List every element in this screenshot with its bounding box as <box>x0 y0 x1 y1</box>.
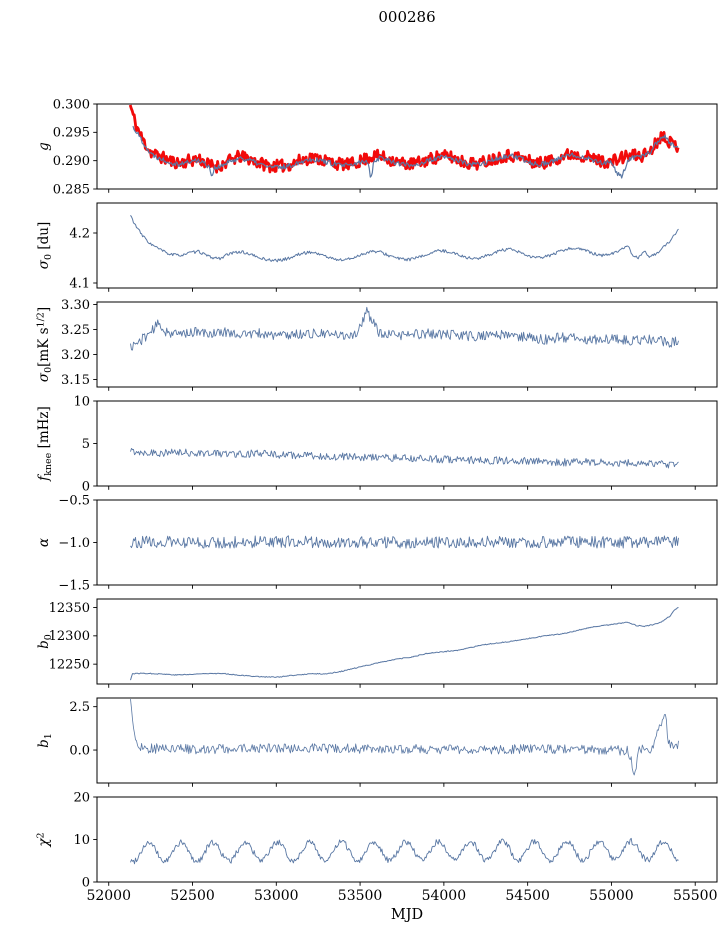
y-tick-label: 12300 <box>49 629 90 644</box>
panel-g-data <box>128 104 680 179</box>
chart-title: 000286 <box>378 8 436 26</box>
y-tick-label: 12250 <box>49 657 90 672</box>
panel-alpha-data <box>130 535 679 549</box>
y-tick-label: 5 <box>82 437 90 452</box>
series-chi2-blue <box>130 837 679 865</box>
panel-sigma0_du: 4.1 4.2 σ0 [du] <box>36 202 718 292</box>
x-axis-label: MJD <box>391 907 423 923</box>
x-tick-label: 53500 <box>338 888 383 904</box>
x-tick-label: 52000 <box>86 888 131 904</box>
panel-sigma0_du-data <box>130 215 679 263</box>
y-tick-label: 20 <box>73 790 90 805</box>
y-tick-label: −1.0 <box>58 536 90 551</box>
y-tick-label: 4.2 <box>69 226 90 241</box>
y-tick-label: 0.285 <box>53 182 90 197</box>
y-tick-label: 0.300 <box>53 97 90 112</box>
series-g-red <box>128 104 680 174</box>
y-tick-label: 0 <box>82 479 90 494</box>
panel-alpha: −1.5 −1.0 −0.5 α <box>36 493 718 593</box>
y-tick-label: −0.5 <box>58 493 90 508</box>
y-axis-label-f_knee: fknee [mHz] <box>36 406 54 482</box>
series-sigma0_du-blue <box>130 215 679 263</box>
y-tick-label: 12350 <box>49 601 90 616</box>
y-tick-label: 10 <box>73 833 90 848</box>
panel-g-frame <box>96 103 718 190</box>
y-tick-label: 0.295 <box>53 126 90 141</box>
y-tick-label: 3.25 <box>61 323 90 338</box>
series-alpha-blue <box>130 535 679 549</box>
x-tick-label: 54000 <box>422 888 467 904</box>
panel-chi2-data <box>130 837 679 865</box>
panel-sigma0_mK-frame <box>96 301 718 388</box>
panel-sigma0_mK: 3.15 3.20 3.25 3.30 σ0[mK s1/2] <box>36 298 718 391</box>
y-tick-label: 0.290 <box>53 154 90 169</box>
y-tick-label: −1.5 <box>58 578 90 593</box>
y-axis-label-g: g <box>36 142 52 151</box>
panel-b1-data <box>130 699 679 776</box>
y-tick-label: 3.30 <box>61 298 90 313</box>
x-tick-label: 52500 <box>170 888 215 904</box>
x-tick-label: 53000 <box>254 888 299 904</box>
panel-b1-frame <box>96 697 718 784</box>
panel-sigma0_mK-data <box>130 306 679 351</box>
y-axis-label-chi2: χ2 <box>36 832 53 847</box>
panel-b0-frame <box>96 598 718 685</box>
series-b1-blue <box>130 699 679 776</box>
y-axis-label-sigma0_mK: σ0[mK s1/2] <box>36 307 55 382</box>
panel-f_knee-frame <box>96 400 718 487</box>
panel-f_knee: 0 5 10 fknee [mHz] <box>36 394 718 494</box>
y-tick-label: 2.5 <box>69 700 90 715</box>
panel-f_knee-data <box>130 447 679 469</box>
series-b0-blue <box>130 607 679 681</box>
y-axis-label-b1: b1 <box>36 733 54 748</box>
panel-b1: 0.0 2.5 b1 <box>36 697 718 787</box>
y-axis-label-sigma0_du: σ0 [du] <box>36 222 54 269</box>
panel-sigma0_du-frame <box>96 202 718 289</box>
y-tick-label: 0 <box>82 875 90 890</box>
x-tick-label: 54500 <box>505 888 550 904</box>
y-tick-label: 3.15 <box>61 373 90 388</box>
y-tick-label: 10 <box>73 394 90 409</box>
x-tick-label: 55000 <box>589 888 634 904</box>
x-tick-label: 55500 <box>673 888 718 904</box>
y-tick-label: 4.1 <box>69 276 90 291</box>
series-f_knee-blue <box>130 447 679 469</box>
y-axis-label-b0: b0 <box>36 634 54 649</box>
panel-b0: 12250 12300 12350 b0 <box>36 598 718 688</box>
y-tick-label: 3.20 <box>61 348 90 363</box>
series-g-blue <box>132 125 679 179</box>
panel-chi2-frame <box>96 796 718 883</box>
y-tick-label: 0.0 <box>69 743 90 758</box>
panel-chi2: 0 10 20 χ2 52000 52500 53000 53500 54000 54500 550… <box>36 790 718 923</box>
panel-b0-data <box>130 607 679 681</box>
y-axis-label-alpha: α <box>36 538 52 547</box>
panel-g: 0.285 0.290 0.295 0.300 g <box>36 97 718 197</box>
series-sigma0_mK-blue <box>130 306 679 351</box>
